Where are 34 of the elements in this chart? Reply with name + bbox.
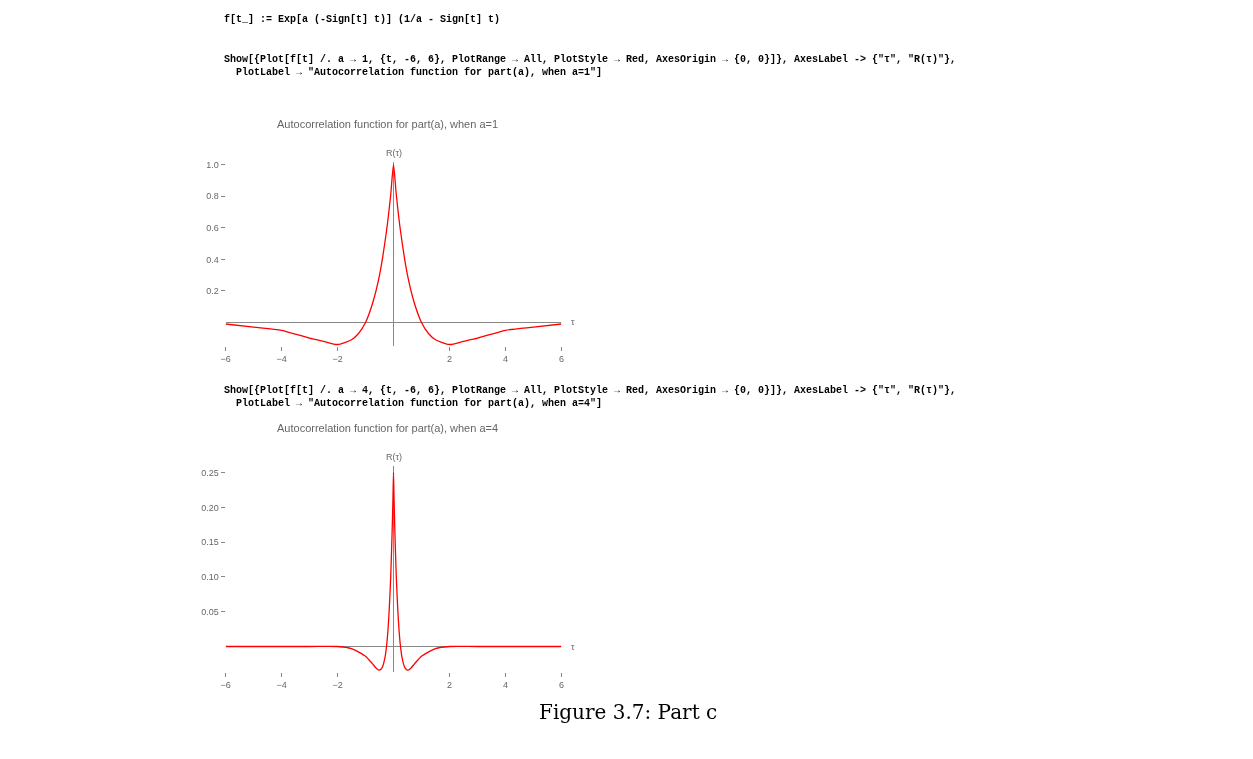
x-tick-label: −4: [276, 680, 287, 691]
y-tick-label: 0.2: [206, 286, 219, 297]
y-tick-label: 0.05: [201, 606, 219, 617]
text: Show[{Plot[f[t] /. a → 4, {t, -6, 6}, PlotRange → All, PlotStyle → Red, AxesOrigin → {0, 0}]}, AxesLabel -> {"τ", "R(τ)"}, PlotLabel → "Autocorrelation function for part(a), when a=4"]: [224, 385, 957, 409]
x-tick-label: −2: [332, 680, 343, 691]
y-tick-label: 0.20: [201, 502, 219, 513]
x-tick-label: −4: [276, 353, 287, 364]
y-tick-label: 0.8: [206, 191, 219, 202]
x-tick-label: 4: [502, 680, 508, 691]
x-tick-label: 2: [446, 680, 452, 691]
chart-title: Autocorrelation function for part(a), when a=4: [277, 422, 499, 434]
y-axis-title: R(τ): [386, 148, 403, 158]
y-tick-label: 0.10: [201, 572, 219, 583]
x-tick-label: 2: [446, 353, 452, 364]
y-tick-label: 0.4: [206, 254, 219, 265]
x-tick-label: −2: [332, 353, 343, 364]
caption: Figure 3.7: Part c: [539, 700, 718, 724]
y-tick-label: 0.15: [201, 537, 219, 548]
x-axis-title: τ: [571, 642, 575, 652]
y-tick-label: 0.25: [201, 467, 219, 478]
y-tick-label: 1.0: [206, 159, 219, 170]
text: Show[{Plot[f[t] /. a → 1, {t, -6, 6}, PlotRange → All, PlotStyle → Red, AxesOrigin → {0, 0}]}, AxesLabel -> {"τ", "R(τ)"}, PlotLabel → "Autocorrelation function for part(a), when a=1"]: [224, 54, 957, 78]
x-tick-label: −6: [220, 353, 231, 364]
x-tick-label: 6: [558, 680, 564, 691]
text: f[t_] := Exp[a (-Sign[t] t)] (1/a - Sign[t] t): [224, 14, 501, 25]
line-series: [225, 472, 562, 671]
chart-title: Autocorrelation function for part(a), when a=1: [277, 118, 499, 130]
y-axis-title: R(τ): [386, 452, 403, 462]
x-tick-label: 6: [558, 353, 564, 364]
y-tick-label: 0.6: [206, 222, 219, 233]
x-axis-title: τ: [571, 317, 575, 327]
x-tick-label: 4: [502, 353, 508, 364]
x-tick-label: −6: [220, 680, 231, 691]
line-series: [225, 164, 562, 346]
